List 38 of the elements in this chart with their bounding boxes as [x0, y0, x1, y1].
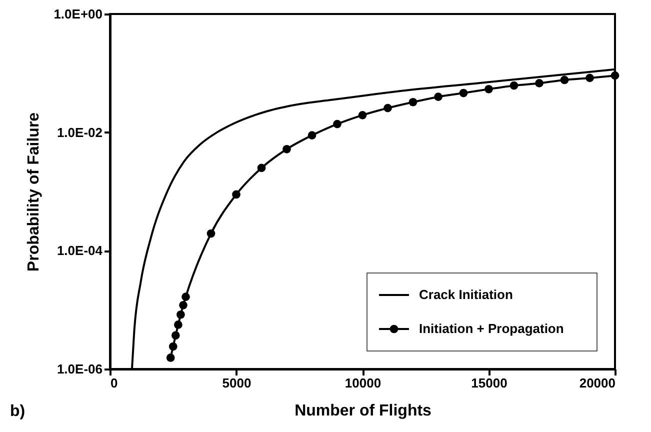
point: [560, 76, 569, 84]
y-tick-label: 1.0E-04: [56, 243, 104, 258]
point: [434, 92, 442, 102]
point: [510, 81, 518, 90]
point: [179, 300, 188, 310]
text: b): [10, 403, 26, 420]
point: [358, 111, 367, 120]
y-tick-label: 1.0E-02: [56, 124, 102, 140]
point: [174, 320, 182, 329]
point: [166, 354, 175, 362]
point: [586, 74, 594, 82]
point: [384, 104, 392, 112]
point: [484, 84, 493, 94]
point: [171, 331, 180, 340]
legend-label: Crack Initiation: [419, 287, 513, 302]
point: [610, 71, 620, 80]
point: [232, 190, 240, 199]
point: [206, 229, 216, 238]
point: [176, 310, 185, 319]
x-tick-label: 5000: [222, 376, 252, 390]
point: [282, 144, 291, 154]
point: [257, 164, 266, 172]
point: [408, 98, 418, 106]
x-axis-title: Number of Flights: [294, 402, 432, 420]
x-tick-label: 20000: [579, 376, 616, 390]
y-tick-label: 1.0E+00: [54, 6, 102, 22]
legend-label: Initiation + Propagation: [419, 321, 564, 336]
y-axis-title: Probability of Failure: [26, 112, 43, 272]
y-tick-label: 1.0E-06: [56, 362, 102, 376]
point: [182, 292, 190, 301]
point: [535, 79, 544, 88]
x-tick-label: 0: [110, 376, 118, 390]
point: [459, 88, 468, 98]
point: [308, 131, 316, 140]
x-tick-label: 10000: [344, 376, 382, 390]
x-tick-label: 15000: [471, 376, 508, 390]
point: [333, 120, 342, 128]
point: [168, 342, 178, 351]
